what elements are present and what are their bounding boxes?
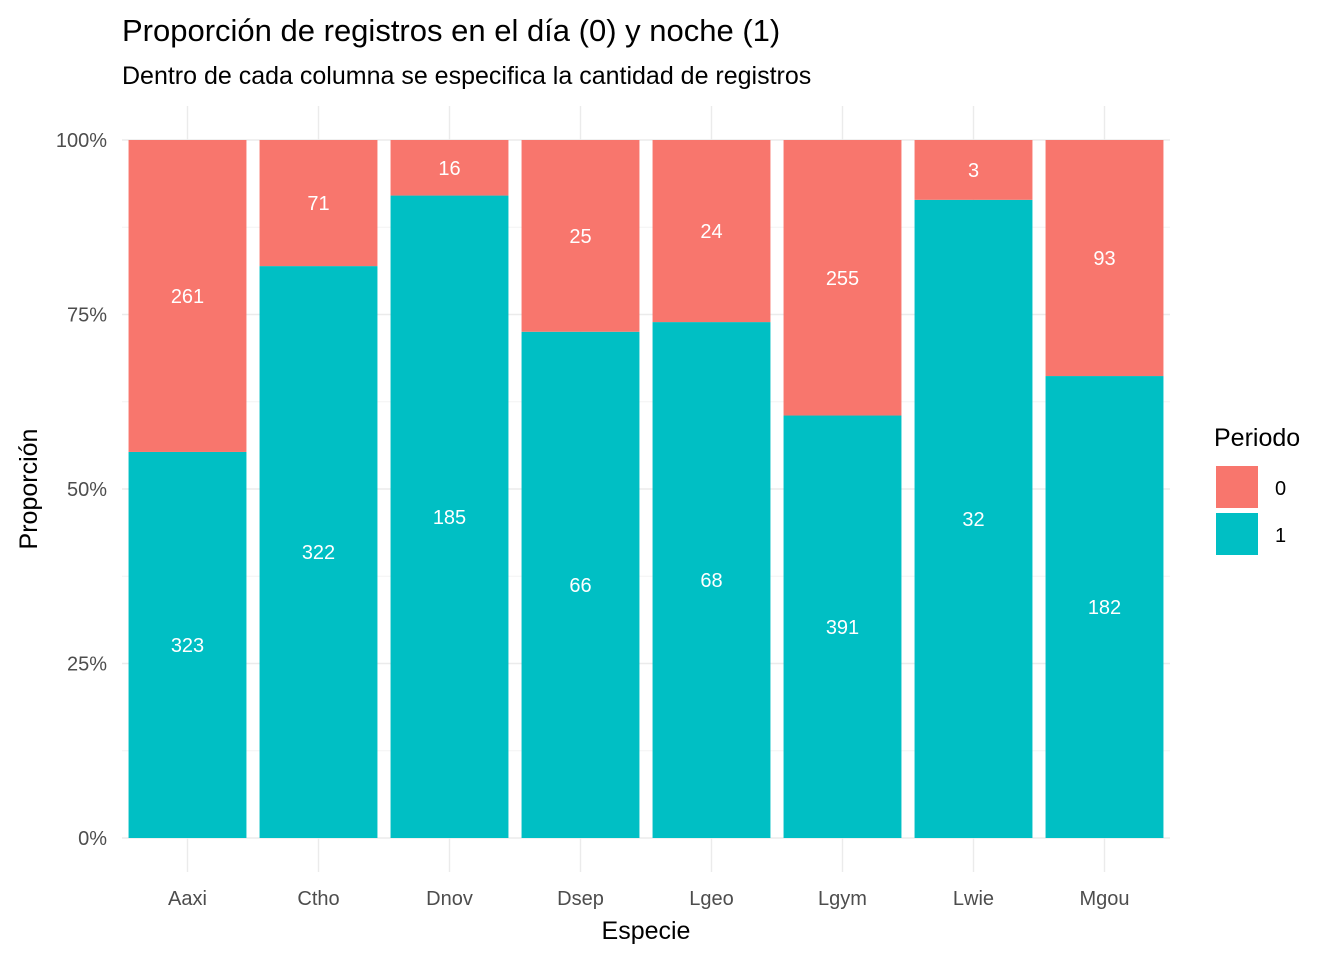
x-tick-label: Lgeo: [689, 888, 734, 910]
y-tick-label: 75%: [67, 305, 107, 327]
bar-value-label: 32: [962, 509, 984, 531]
bar-segment: [521, 331, 640, 838]
x-axis-ticks: Aaxi Ctho Dnov Dsep Lgeo Lgym Lwie Mgou: [168, 888, 1129, 910]
bar-value-label: 3: [968, 160, 979, 182]
bar-segment: [1045, 376, 1164, 838]
bar-value-label: 24: [700, 221, 722, 243]
bar-segment: [390, 195, 509, 838]
y-axis-title: Proporción: [15, 429, 43, 550]
bar-segment: [128, 140, 247, 452]
legend-key: [1216, 466, 1258, 508]
x-tick-label: Mgou: [1079, 888, 1129, 910]
bar-segment: [521, 140, 640, 332]
y-tick-label: 0%: [78, 828, 107, 850]
chart-subtitle: Dentro de cada columna se especifica la …: [122, 62, 811, 90]
bar-value-label: 93: [1093, 248, 1115, 270]
bar-segment: [128, 451, 247, 838]
bar-segment: [259, 266, 378, 838]
x-tick-label: Lwie: [953, 888, 994, 910]
bar-segment: [783, 140, 902, 416]
x-tick-label: Dnov: [426, 888, 473, 910]
legend-label: 0: [1275, 478, 1286, 500]
bar-segment: [652, 140, 771, 323]
bar-value-label: 185: [433, 507, 466, 529]
legend-label: 1: [1275, 525, 1286, 547]
x-tick-label: Aaxi: [168, 888, 207, 910]
bar-value-label: 16: [438, 158, 460, 180]
bar-value-label: 71: [307, 193, 329, 215]
x-tick-label: Ctho: [297, 888, 339, 910]
legend-key: [1216, 513, 1258, 555]
y-tick-label: 25%: [67, 654, 107, 676]
bar-segment: [1045, 140, 1164, 377]
bar-segment: [783, 415, 902, 838]
bar-value-label: 322: [302, 542, 335, 564]
bar-segment: [652, 322, 771, 839]
y-axis-ticks: 0% 25% 50% 75% 100%: [56, 130, 107, 850]
bar-value-label: 25: [569, 226, 591, 248]
bar-value-label: 323: [171, 635, 204, 657]
y-tick-label: 100%: [56, 130, 107, 152]
bars: [128, 140, 1164, 839]
bar-segment: [259, 140, 378, 267]
bar-value-label: 68: [700, 570, 722, 592]
y-tick-label: 50%: [67, 479, 107, 501]
x-tick-label: Dsep: [557, 888, 604, 910]
x-tick-label: Lgym: [818, 888, 867, 910]
legend: Periodo 0 1: [1214, 424, 1300, 555]
bar-segment: [914, 199, 1033, 839]
x-axis-title: Especie: [602, 917, 691, 945]
bar-value-label: 66: [569, 575, 591, 597]
bar-value-label: 391: [826, 617, 859, 639]
bar-value-label: 255: [826, 268, 859, 290]
bar-segment: [390, 140, 509, 196]
bar-segment: [914, 140, 1033, 200]
bar-value-label: 261: [171, 286, 204, 308]
legend-title: Periodo: [1214, 424, 1300, 452]
chart-title: Proporción de registros en el día (0) y …: [122, 13, 780, 48]
bar-value-label: 182: [1088, 597, 1121, 619]
